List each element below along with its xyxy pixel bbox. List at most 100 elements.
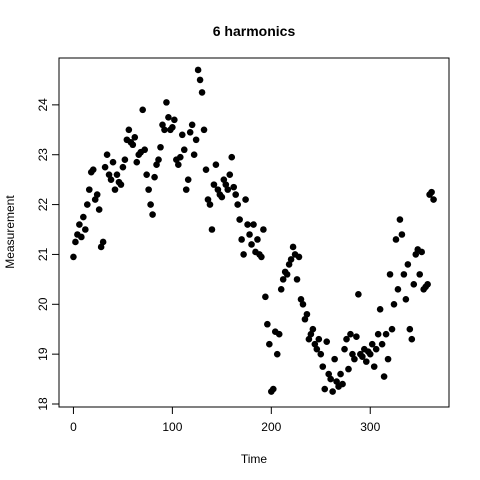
point [163,99,170,106]
point [147,201,154,208]
point [125,126,133,134]
point [238,236,245,243]
point [428,188,435,196]
point [254,236,261,243]
y-tick-label: 18 [36,397,50,411]
point [392,236,400,243]
point [99,238,107,246]
point [194,66,202,74]
x-tick-label: 300 [360,420,380,434]
y-tick-label: 23 [36,148,50,162]
point [273,350,281,358]
point [287,256,295,263]
point [366,350,374,358]
point [198,89,206,96]
x-axis-label: Time [241,452,268,466]
point [224,186,232,193]
point [212,161,220,168]
point [260,226,267,233]
point [103,151,111,159]
point [355,291,362,298]
point [101,163,109,171]
point [93,191,101,198]
point [327,375,334,383]
point [317,350,325,358]
point [151,173,158,181]
point [283,271,291,278]
point [390,300,398,308]
point [295,253,303,261]
point [208,226,216,233]
point [149,211,156,218]
chart-title: 6 harmonics [213,23,296,39]
point [200,126,208,134]
point [345,365,352,373]
point [341,345,348,353]
point [378,340,386,348]
point [95,206,103,213]
point [315,335,323,343]
point [76,221,83,228]
point [153,161,160,168]
x-tick-label: 0 [70,420,77,434]
point [196,76,204,84]
point [301,315,309,323]
point [250,221,257,228]
point [418,248,425,256]
point [192,136,200,144]
point [236,216,243,223]
point [313,345,321,353]
point [97,243,105,251]
point [161,126,168,134]
point [406,325,414,333]
point [370,363,378,370]
point [333,378,340,385]
point [228,153,236,161]
point [206,201,214,208]
point [157,143,164,151]
point [169,124,176,131]
point [175,161,182,168]
point [347,330,354,338]
point [83,201,91,208]
point [404,261,412,268]
point [410,281,418,288]
point [339,380,346,388]
point [222,181,230,188]
point [353,333,360,341]
x-tick-label: 200 [261,420,281,434]
point [176,153,184,161]
point [188,121,196,129]
point [258,253,265,261]
point [424,281,431,288]
point [277,286,285,293]
y-tick-label: 22 [36,198,50,212]
point [303,310,311,318]
point [129,141,137,149]
point [190,151,198,159]
point [362,358,370,365]
point [311,340,319,348]
point [139,106,146,114]
point [372,345,380,353]
point [307,330,315,338]
point [234,201,241,208]
point [80,213,87,221]
point [111,186,119,193]
point [416,271,424,278]
point [380,373,388,380]
point [275,330,283,338]
point [430,196,437,203]
point [230,183,238,191]
point [182,186,190,193]
point [218,193,226,201]
point [325,370,332,378]
point [321,385,329,393]
point [119,163,127,171]
point [107,176,115,183]
point [374,330,382,338]
point [202,166,210,173]
y-tick-label: 24 [36,98,50,112]
point [331,355,338,363]
